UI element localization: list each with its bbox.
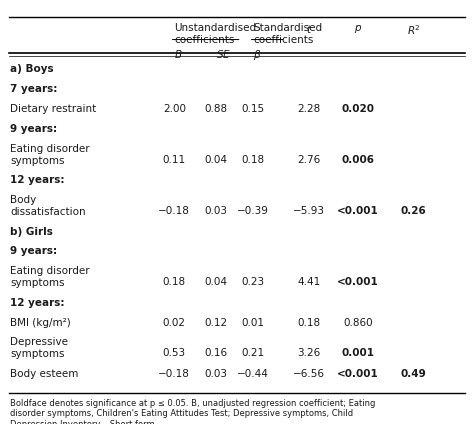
Text: −5.93: −5.93 <box>293 206 325 216</box>
Text: <0.001: <0.001 <box>337 206 379 216</box>
Text: $\beta$: $\beta$ <box>253 48 262 62</box>
Text: 0.04: 0.04 <box>205 277 228 287</box>
Text: 0.04: 0.04 <box>205 155 228 165</box>
Text: Boldface denotes significance at p ≤ 0.05. B, unadjusted regression coefficient;: Boldface denotes significance at p ≤ 0.0… <box>10 399 376 424</box>
Text: Eating disorder
symptoms: Eating disorder symptoms <box>10 144 90 166</box>
Text: Body
dissatisfaction: Body dissatisfaction <box>10 195 86 217</box>
Text: 4.41: 4.41 <box>297 277 320 287</box>
Text: <0.001: <0.001 <box>337 277 379 287</box>
Text: 0.01: 0.01 <box>242 318 265 328</box>
Text: Standardised
coefficients: Standardised coefficients <box>253 23 322 45</box>
Text: 0.18: 0.18 <box>163 277 186 287</box>
Text: 0.26: 0.26 <box>401 206 427 216</box>
Text: $R^2$: $R^2$ <box>407 23 420 37</box>
Text: 0.006: 0.006 <box>341 155 374 165</box>
Text: −0.18: −0.18 <box>158 368 190 379</box>
Text: 2.76: 2.76 <box>297 155 320 165</box>
Text: 12 years:: 12 years: <box>10 298 65 307</box>
Text: 0.001: 0.001 <box>341 348 374 358</box>
Text: 0.020: 0.020 <box>341 104 374 114</box>
Text: 0.03: 0.03 <box>205 368 228 379</box>
Text: −0.44: −0.44 <box>237 368 269 379</box>
Text: 0.23: 0.23 <box>242 277 265 287</box>
Text: 0.11: 0.11 <box>163 155 186 165</box>
Text: 9 years:: 9 years: <box>10 246 57 257</box>
Text: $p$: $p$ <box>354 23 362 35</box>
Text: 0.03: 0.03 <box>205 206 228 216</box>
Text: 0.15: 0.15 <box>242 104 265 114</box>
Text: 9 years:: 9 years: <box>10 124 57 134</box>
Text: 7 years:: 7 years: <box>10 84 58 95</box>
Text: $t$: $t$ <box>306 23 312 35</box>
Text: <0.001: <0.001 <box>337 368 379 379</box>
Text: −0.18: −0.18 <box>158 206 190 216</box>
Text: 0.53: 0.53 <box>163 348 186 358</box>
Text: b) Girls: b) Girls <box>10 226 53 237</box>
Text: 0.88: 0.88 <box>205 104 228 114</box>
Text: BMI (kg/m²): BMI (kg/m²) <box>10 318 71 328</box>
Text: 0.12: 0.12 <box>205 318 228 328</box>
Text: Body esteem: Body esteem <box>10 368 79 379</box>
Text: 0.21: 0.21 <box>242 348 265 358</box>
Text: $SE$: $SE$ <box>216 48 231 60</box>
Text: Depressive
symptoms: Depressive symptoms <box>10 338 68 359</box>
Text: 2.28: 2.28 <box>297 104 320 114</box>
Text: Eating disorder
symptoms: Eating disorder symptoms <box>10 266 90 288</box>
Text: a) Boys: a) Boys <box>10 64 54 75</box>
Text: −0.39: −0.39 <box>237 206 269 216</box>
Text: 12 years:: 12 years: <box>10 176 65 185</box>
Text: 0.860: 0.860 <box>343 318 373 328</box>
Text: Dietary restraint: Dietary restraint <box>10 104 97 114</box>
Text: $B$: $B$ <box>174 48 183 60</box>
Text: Unstandardised
coefficients: Unstandardised coefficients <box>174 23 256 45</box>
Text: 3.26: 3.26 <box>297 348 320 358</box>
Text: 0.16: 0.16 <box>205 348 228 358</box>
Text: 2.00: 2.00 <box>163 104 186 114</box>
Text: −6.56: −6.56 <box>293 368 325 379</box>
Text: 0.02: 0.02 <box>163 318 186 328</box>
Text: 0.18: 0.18 <box>242 155 265 165</box>
Text: 0.18: 0.18 <box>298 318 320 328</box>
Text: 0.49: 0.49 <box>401 368 427 379</box>
